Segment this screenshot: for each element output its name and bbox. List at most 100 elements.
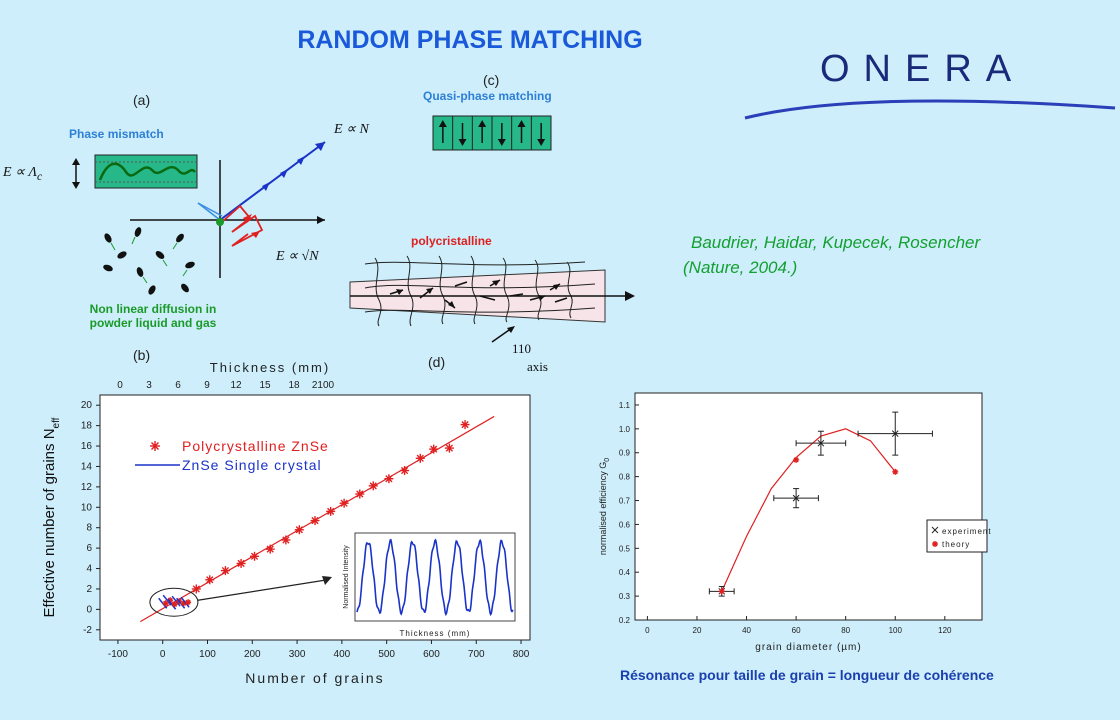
inset-curve [356,538,514,617]
x-tick-label: 300 [289,649,306,660]
inset-y-label: Normalised Intensity [343,545,350,609]
panel-d-label: (d) [428,354,446,370]
mismatch-box [94,154,198,189]
y-tick-label: 0.9 [619,449,631,458]
top-axis-label: Thickness (mm) [210,360,330,375]
top-tick-label: 2100 [312,380,335,391]
inset-x-label: Thickness (mm) [400,629,471,638]
diffusion-trails [110,236,188,284]
qpm-arrowhead-down [458,139,467,146]
x-tick-label: 400 [334,649,351,660]
x-axis-label: grain diameter (µm) [755,642,861,653]
x-tick-label: 800 [513,649,530,660]
x-tick-label: 700 [468,649,485,660]
legend-poly-label: Polycrystalline ZnSe [182,438,329,454]
x-tick-label: 20 [693,626,702,635]
qpm-arrowhead-down [497,139,506,146]
cluster-ellipse [149,587,199,617]
inset-arrowhead [322,576,332,585]
reference-journal: (Nature, 2004.) [683,258,798,277]
poly-point [355,489,365,499]
y-tick-label: 0.3 [619,592,631,601]
eq-bottom: E ∝ √N [276,249,319,264]
x-tick-label: 80 [841,626,850,635]
onera-logo: ONERA [820,48,1026,90]
legend-experiment-label: experiment [942,527,992,536]
y-tick-label: 0 [86,604,92,615]
theory-point [718,588,725,595]
qpm-arrowhead-up [438,120,447,127]
random-vectors [221,204,264,247]
poly-point [415,453,425,463]
y-axis-label: Effective number of grains Neff [41,417,62,617]
y-tick-label: 12 [81,482,93,493]
poly-point [326,506,336,516]
x-axis-label: Number of grains [245,670,384,686]
qpm-arrowhead-up [478,120,487,127]
panel-a-label: (a) [133,92,151,108]
axis-110-arrow [491,326,515,343]
inset-arrow [197,579,327,601]
page-title: RANDOM PHASE MATCHING [297,26,643,54]
x-tick-label: 0 [645,626,650,635]
onera-swoosh [744,99,1116,120]
x-tick-label: 100 [889,626,903,635]
inset-area [354,532,516,622]
x-tick-label: 600 [423,649,440,660]
efficiency-chart: 0 20 40 60 80 100 120 0.2 0.3 0.4 0.5 0.6 0.7 0.8 0.9 1… [598,392,992,653]
poly-point [250,551,260,561]
legend-poly-marker [150,441,160,451]
y-tick-label: 0.5 [619,544,631,553]
y-tick-label: 1.0 [619,425,631,434]
x-tick-label: 120 [938,626,952,635]
poly-point [429,444,439,454]
y-tick-label: 0.7 [619,497,631,506]
poly-point [444,443,454,453]
y-tick-label: 16 [81,441,93,452]
grains-chart: -100 0 100 200 300 400 500 600 700 800-2024681012… [41,360,531,686]
eq-left: E ∝ Λc [3,164,42,183]
y-tick-label: 0.4 [619,568,631,577]
theory-point [892,468,899,475]
axis-110-num: 110 [512,341,532,356]
x-tick-label: 60 [792,626,801,635]
y-tick-label: 18 [81,421,93,432]
y-tick-label: 8 [86,523,92,534]
single-poly-point [185,599,192,606]
x-marker [792,494,800,502]
eq-top: E ∝ N [334,122,369,137]
y-tick-label: -2 [83,625,92,636]
poly-point [220,566,230,576]
diffusion-particles [103,227,195,295]
coherent-vector [219,141,326,221]
axis-110-word: axis [527,359,548,374]
x-tick-label: 100 [199,649,216,660]
qpm-arrowhead-down [537,139,546,146]
poly-point [400,466,410,476]
poly-point [339,498,349,508]
y-tick-label: 14 [81,461,93,472]
polycristalline-label: polycristalline [411,234,492,248]
top-tick-label: 0 [117,380,123,391]
x-tick-label: 0 [160,649,166,660]
y-tick-label: 0.6 [619,520,631,529]
diffusion-label: Non linear diffusion in powder liquid an… [78,302,228,330]
y-axis-label-sub: 0 [604,458,611,462]
poly-point [294,525,304,535]
legend-box [926,519,988,553]
y-axis-label: normalised efficiency G0 [598,458,611,555]
poly-point [236,558,246,568]
legend-theory-marker [932,541,938,547]
panel-a-diagram [72,141,326,295]
eq-left-main: E ∝ Λ [3,165,38,180]
panel-b-label: (b) [133,347,151,363]
y-tick-label: 10 [81,502,93,513]
top-tick-label: 3 [146,380,152,391]
y-tick-label: 0.2 [619,616,631,625]
y-tick-label: 6 [86,543,92,554]
x-tick-label: 200 [244,649,261,660]
plot-area [634,392,983,621]
legend-experiment-marker [931,526,939,534]
diffusion-line2: powder liquid and gas [89,316,217,330]
y-tick-label: 4 [86,564,92,575]
